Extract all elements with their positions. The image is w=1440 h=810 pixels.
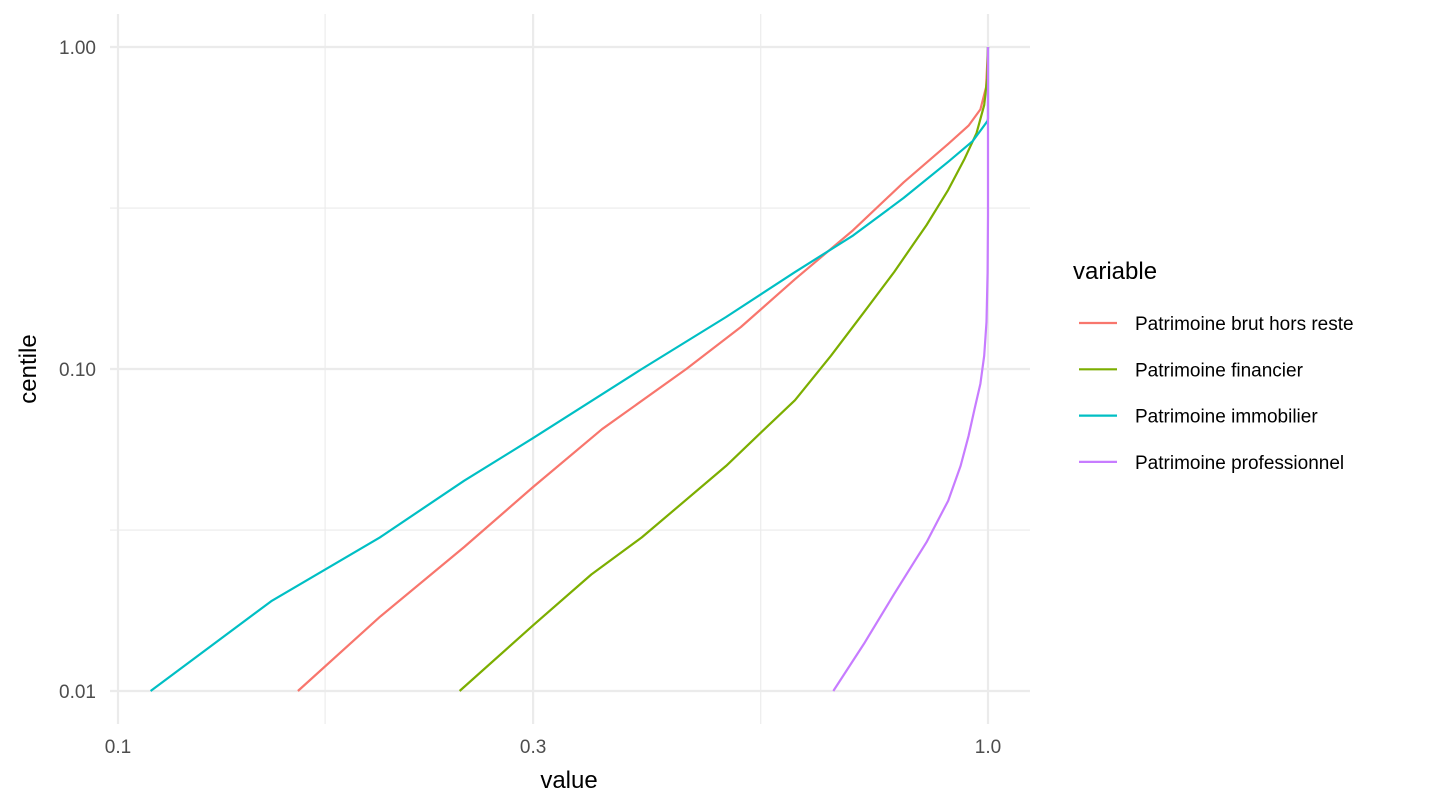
y-tick-labels: 0.01 0.10 1.00 bbox=[59, 38, 96, 703]
x-tick-labels: 0.1 0.3 1.0 bbox=[105, 737, 1001, 758]
x-tick-label-0: 0.1 bbox=[105, 737, 131, 758]
series-line-3 bbox=[832, 47, 990, 692]
y-tick-label-2: 1.00 bbox=[59, 38, 96, 59]
legend-label-1: Patrimoine financier bbox=[1135, 360, 1304, 381]
x-axis-title: value bbox=[540, 767, 597, 794]
series-line-2 bbox=[149, 47, 990, 692]
legend-label-0: Patrimoine brut hors reste bbox=[1135, 314, 1354, 335]
y-tick-label-0: 0.01 bbox=[59, 682, 96, 703]
legend: variable Patrimoine brut hors reste Patri… bbox=[1073, 258, 1354, 474]
x-tick-label-2: 1.0 bbox=[975, 737, 1001, 758]
legend-label-3: Patrimoine professionnel bbox=[1135, 453, 1344, 474]
y-axis-title: centile bbox=[15, 334, 42, 403]
legend-title: variable bbox=[1073, 258, 1157, 285]
y-tick-label-1: 0.10 bbox=[59, 360, 96, 381]
x-tick-label-1: 0.3 bbox=[520, 737, 546, 758]
series-line-1 bbox=[458, 46, 990, 692]
series-lines bbox=[149, 46, 990, 692]
legend-label-2: Patrimoine immobilier bbox=[1135, 407, 1318, 428]
series-line-0 bbox=[297, 46, 990, 692]
grid bbox=[110, 14, 1030, 724]
